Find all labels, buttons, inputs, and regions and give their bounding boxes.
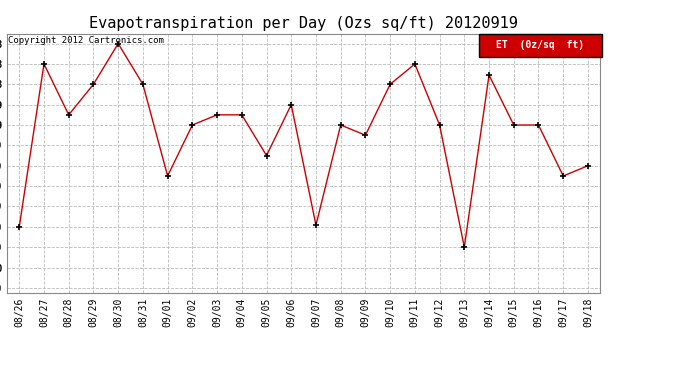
- Title: Evapotranspiration per Day (Ozs sq/ft) 20120919: Evapotranspiration per Day (Ozs sq/ft) 2…: [89, 16, 518, 31]
- FancyBboxPatch shape: [479, 34, 602, 57]
- Text: ET  (0z/sq  ft): ET (0z/sq ft): [496, 40, 584, 50]
- Text: Copyright 2012 Cartronics.com: Copyright 2012 Cartronics.com: [8, 36, 164, 45]
